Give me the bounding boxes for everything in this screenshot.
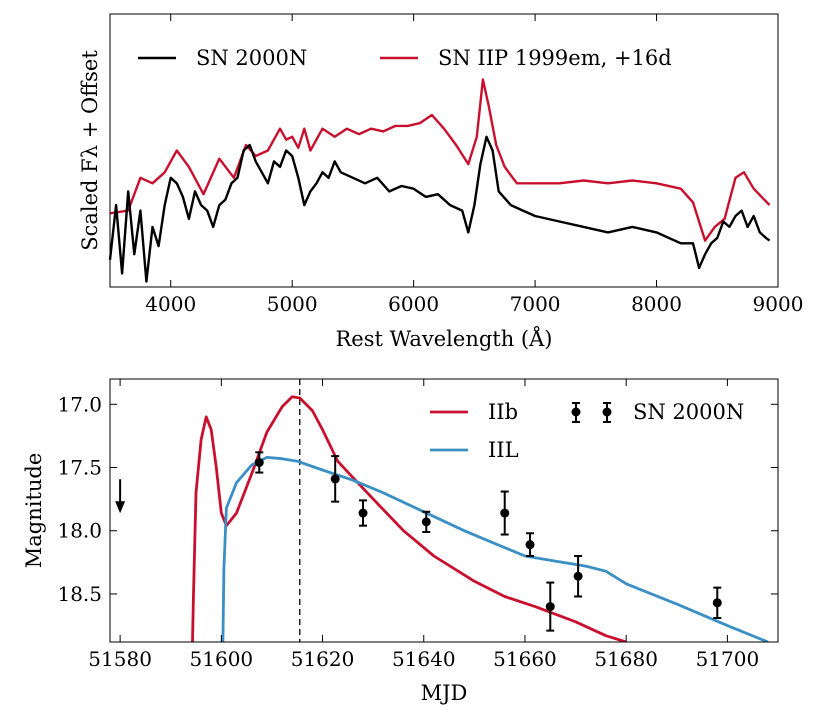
model-curve-IIb	[191, 395, 627, 642]
x-tick-label: 9000	[753, 292, 804, 316]
x-axis-title: Rest Wavelength (Å)	[335, 326, 552, 351]
y-tick-label: 18.5	[57, 582, 102, 606]
upper-limit-arrow-head	[115, 501, 126, 514]
x-tick-label: 51660	[493, 647, 557, 671]
x-axis-title: MJD	[421, 681, 468, 705]
y-axis-title: Scaled Fλ + Offset	[78, 50, 102, 251]
legend-marker	[602, 407, 612, 417]
data-point	[330, 474, 340, 484]
legend: SN 2000N SN IIP 1999em, +16d	[138, 46, 672, 70]
legend-label: SN 2000N	[196, 46, 307, 70]
legend-label: SN IIP 1999em, +16d	[438, 46, 672, 70]
y-tick-label: 18.0	[57, 519, 102, 543]
x-tick-label: 4000	[145, 292, 196, 316]
data-point	[358, 508, 368, 518]
y-tick-label: 17.0	[57, 392, 102, 416]
y-axis-title: Magnitude	[22, 453, 46, 569]
x-tick-label: 51620	[291, 647, 355, 671]
legend-marker	[571, 407, 581, 417]
series-line-0	[109, 78, 771, 242]
x-tick-label: 7000	[510, 292, 561, 316]
light-curve-chart: 51580 51600 51620 51640 51660 51680 51700 17.0 1…	[22, 378, 779, 705]
x-tick-label: 51680	[594, 647, 658, 671]
plot-frame	[109, 13, 779, 288]
spectrum-chart: 4000 5000 6000 7000 8000 9000 Rest Wavelength …	[78, 13, 804, 351]
legend: IIb IIL SN 2000N	[430, 400, 744, 462]
x-tick-label: 51600	[190, 647, 254, 671]
series-line-1	[108, 135, 771, 283]
data-point	[500, 508, 510, 518]
x-tick-label: 51580	[88, 647, 152, 671]
data-point	[712, 598, 722, 608]
data-point	[421, 517, 431, 527]
x-tick-label: 6000	[388, 292, 439, 316]
x-tick-label: 5000	[267, 292, 318, 316]
legend-label-iib: IIb	[488, 400, 518, 424]
data-point	[573, 571, 583, 581]
data-point	[525, 540, 535, 550]
legend-label-iil: IIL	[488, 438, 519, 462]
data-point	[254, 457, 264, 467]
data-point	[545, 602, 555, 612]
legend-label-data: SN 2000N	[633, 400, 744, 424]
x-tick-label: 51640	[392, 647, 456, 671]
model-curve-IIL	[221, 455, 769, 642]
plot-frame	[109, 378, 779, 643]
y-tick-label: 17.5	[57, 456, 102, 480]
x-tick-label: 8000	[631, 292, 682, 316]
x-tick-label: 51700	[696, 647, 760, 671]
